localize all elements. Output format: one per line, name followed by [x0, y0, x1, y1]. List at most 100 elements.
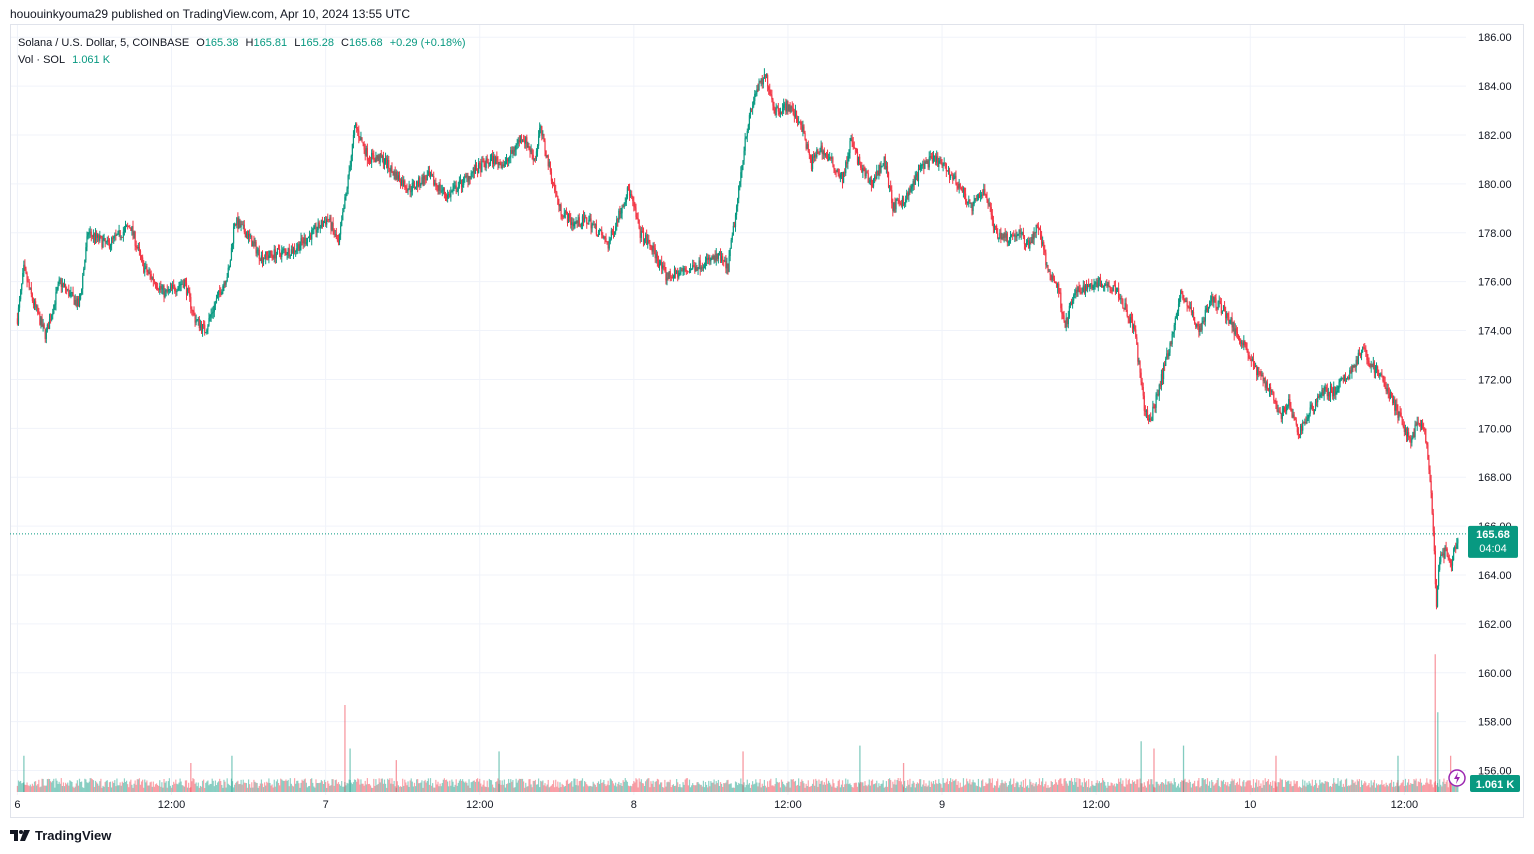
candle-body	[132, 226, 134, 235]
volume-bar	[681, 787, 683, 792]
volume-bar	[997, 778, 999, 792]
volume-bar	[86, 782, 88, 792]
volume-bar	[765, 787, 768, 792]
volume-bar	[119, 782, 121, 792]
candle-body	[411, 182, 413, 192]
volume-bar	[87, 783, 89, 792]
candle-body	[75, 300, 77, 306]
volume-bar	[1077, 786, 1079, 792]
volume-bar	[1197, 780, 1199, 792]
volume-bar	[556, 786, 558, 792]
volume-bar	[341, 781, 343, 792]
volume-bar	[663, 787, 665, 792]
volume-bar	[1047, 785, 1049, 792]
candle-body	[303, 237, 305, 244]
candle-body	[215, 298, 218, 304]
candle-body	[1304, 422, 1306, 424]
volume-bar	[659, 782, 662, 792]
volume-bar	[406, 785, 408, 792]
candle-body	[92, 233, 95, 238]
candle-body	[259, 258, 261, 261]
volume-bar	[1232, 780, 1234, 792]
candle-body	[266, 251, 268, 255]
replay-lightning-icon[interactable]	[1448, 769, 1466, 787]
candle-body	[1057, 283, 1059, 288]
volume-bar	[986, 784, 988, 792]
volume-bar	[1015, 783, 1017, 792]
chart-frame[interactable]	[10, 24, 1524, 818]
tradingview-logo[interactable]: TradingView	[10, 828, 111, 843]
candle-body	[322, 222, 325, 227]
volume-bar	[504, 787, 507, 792]
candle-body	[1364, 347, 1366, 349]
candle-body	[1064, 320, 1066, 328]
volume-bar	[1128, 778, 1130, 792]
volume-bar	[25, 785, 27, 792]
volume-bar	[1370, 780, 1372, 792]
candle-body	[238, 220, 240, 229]
candle-body	[1431, 492, 1433, 514]
candle-body	[163, 286, 165, 297]
candle-body	[395, 172, 397, 180]
volume-bar	[512, 779, 514, 792]
volume-bar	[1288, 780, 1290, 792]
volume-bar	[496, 781, 498, 792]
candle-body	[895, 200, 897, 210]
volume-bar	[1423, 784, 1425, 792]
volume-bar	[739, 783, 741, 792]
volume-bar	[350, 782, 352, 792]
volume-bar	[1306, 782, 1308, 792]
candle-body	[832, 157, 834, 165]
volume-bar	[1059, 778, 1061, 792]
candle-body	[926, 161, 928, 163]
volume-bar	[384, 783, 387, 792]
candle-body	[1019, 230, 1021, 234]
volume-bar	[635, 778, 637, 792]
volume-bar	[894, 779, 896, 792]
volume-bar	[114, 780, 116, 792]
volume-bar	[368, 783, 371, 792]
candle-body	[1037, 226, 1039, 229]
volume-label[interactable]: Vol · SOL	[18, 54, 66, 66]
volume-bar	[662, 787, 664, 792]
volume-bar	[33, 781, 36, 792]
volume-bar	[513, 787, 515, 792]
candle-body	[967, 201, 969, 204]
candle-body	[430, 173, 433, 177]
candle-body	[723, 259, 725, 262]
volume-bar	[366, 778, 368, 792]
volume-bar	[415, 779, 418, 792]
candle-body	[892, 203, 894, 211]
candle-body	[148, 271, 150, 273]
candle-body	[27, 281, 29, 283]
candle-body	[917, 168, 920, 181]
volume-bar	[418, 783, 420, 792]
volume-bar	[1118, 778, 1120, 792]
symbol-title[interactable]: Solana / U.S. Dollar, 5, COINBASE	[18, 37, 190, 49]
volume-badge-value: 1.061 K	[1476, 779, 1515, 791]
candle-body	[983, 188, 985, 195]
candle-body	[561, 214, 563, 217]
candle-body	[624, 202, 626, 205]
candle-body	[589, 218, 591, 220]
candle-body	[114, 235, 116, 237]
candle-body	[1147, 418, 1150, 421]
volume-bar	[457, 782, 459, 792]
volume-bar	[901, 784, 904, 792]
volume-bar	[185, 780, 188, 792]
volume-bar	[68, 785, 70, 792]
candle-body	[1033, 232, 1035, 240]
candle-body	[1263, 377, 1265, 382]
volume-bar	[1124, 786, 1126, 792]
volume-bar	[62, 782, 65, 792]
candle-body	[417, 181, 419, 187]
volume-bar	[142, 779, 144, 792]
candle-body	[672, 275, 675, 279]
candle-body	[657, 261, 660, 267]
candle-body	[518, 139, 520, 143]
volume-bar	[769, 780, 771, 792]
candle-body	[1218, 300, 1220, 302]
candle-body	[911, 186, 913, 189]
candle-body	[1101, 285, 1104, 288]
